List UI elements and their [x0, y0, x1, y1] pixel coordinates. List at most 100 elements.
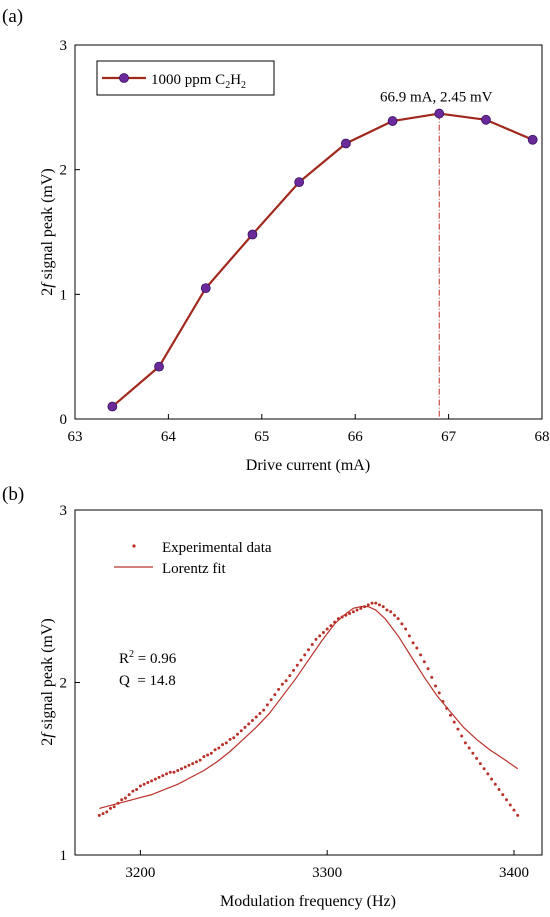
data-point: [165, 772, 169, 776]
data-point: [187, 763, 191, 767]
data-point: [351, 610, 355, 614]
x-tick-label: 64: [161, 429, 177, 445]
panel-a-label: (a): [2, 6, 23, 27]
panel-a-legend: 1000 ppm C2H2: [96, 60, 275, 96]
data-point: [217, 746, 221, 750]
data-point: [471, 751, 475, 755]
data-point: [198, 758, 202, 762]
data-point: [452, 720, 456, 724]
data-point: [194, 760, 198, 764]
data-point: [247, 229, 258, 240]
data-point: [460, 734, 464, 738]
peak-annotation: 66.9 mA, 2.45 mV: [380, 90, 493, 106]
data-point: [508, 803, 512, 807]
data-point: [325, 627, 329, 631]
data-point: [366, 603, 370, 607]
data-point: [269, 698, 273, 702]
data-point: [209, 751, 213, 755]
data-point: [505, 798, 509, 802]
data-point: [97, 813, 101, 817]
data-point: [448, 713, 452, 717]
data-point: [389, 610, 393, 614]
data-point: [247, 722, 251, 726]
panel-b: (b) 3200 3300 3400 1 2 3 Experimental data Lo…: [2, 484, 543, 910]
panel-a-ticks: 63 64 65 66 67 68 0 1 2 3: [60, 38, 550, 445]
data-point: [200, 283, 211, 294]
data-point: [288, 674, 292, 678]
data-point: [355, 608, 359, 612]
lorentz-fit-line: [99, 605, 519, 810]
data-point: [236, 732, 240, 736]
data-point: [516, 813, 520, 817]
data-point: [258, 712, 262, 716]
data-point: [127, 793, 131, 797]
data-point: [239, 729, 243, 733]
data-point: [307, 648, 310, 652]
data-point: [213, 748, 217, 752]
data-point: [475, 756, 479, 760]
x-tick-label: 65: [254, 429, 269, 445]
data-point: [396, 617, 400, 621]
data-point: [154, 361, 164, 372]
data-point: [392, 613, 396, 617]
data-point: [254, 715, 258, 719]
data-point: [434, 684, 438, 688]
y-tick-label: 1: [60, 848, 68, 864]
data-point: [467, 746, 471, 750]
data-point: [138, 784, 142, 788]
data-point: [303, 653, 307, 657]
data-point: [426, 667, 430, 671]
data-point: [224, 741, 228, 745]
data-point: [250, 718, 254, 722]
data-point: [310, 643, 314, 647]
data-point: [501, 793, 505, 797]
data-point: [404, 627, 408, 631]
panel-b-points: [97, 601, 520, 817]
legend-experimental: Experimental data: [162, 540, 272, 556]
x-tick-label: 66: [348, 429, 364, 445]
data-point: [512, 808, 516, 812]
data-point: [265, 703, 269, 707]
data-point: [168, 770, 172, 774]
data-point: [407, 634, 411, 638]
legend-dot-marker: [132, 544, 136, 548]
data-point: [101, 812, 105, 816]
data-point: [191, 762, 195, 766]
x-tick-label: 3200: [125, 865, 155, 881]
data-point: [277, 687, 281, 691]
data-point: [153, 777, 157, 781]
data-point: [348, 612, 352, 615]
x-tick-label: 3300: [312, 865, 342, 881]
data-point: [280, 682, 284, 686]
data-point: [400, 622, 404, 626]
panel-a-xlabel: Drive current (mA): [246, 457, 370, 474]
data-point: [497, 787, 501, 791]
panel-a-frame: [74, 44, 543, 420]
data-point: [481, 114, 491, 125]
data-point: [299, 658, 303, 662]
data-point: [142, 782, 146, 786]
data-point: [228, 737, 232, 741]
data-point: [292, 668, 296, 672]
data-point: [294, 177, 305, 188]
data-point: [183, 765, 187, 769]
panel-b-ylabel: 2f signal peak (mV): [39, 618, 56, 746]
data-point: [419, 653, 423, 657]
panel-a: (a) 63 64 65 66 67 68 0 1 2 3 66.9 mA, 2.45 mV 10…: [2, 6, 550, 474]
data-point: [381, 605, 385, 609]
data-point: [385, 608, 389, 612]
data-point: [120, 798, 124, 802]
data-point: [374, 601, 378, 605]
data-point: [482, 767, 486, 771]
data-point: [527, 134, 538, 145]
data-point: [150, 779, 154, 783]
data-point: [262, 708, 266, 712]
data-point: [107, 401, 118, 412]
data-point: [370, 601, 374, 605]
data-point: [172, 770, 176, 774]
data-point: [387, 116, 398, 126]
data-point: [295, 663, 299, 667]
data-point: [123, 796, 127, 800]
x-tick-label: 3400: [499, 865, 529, 881]
r-squared-text: R2 = 0.96: [119, 649, 177, 667]
